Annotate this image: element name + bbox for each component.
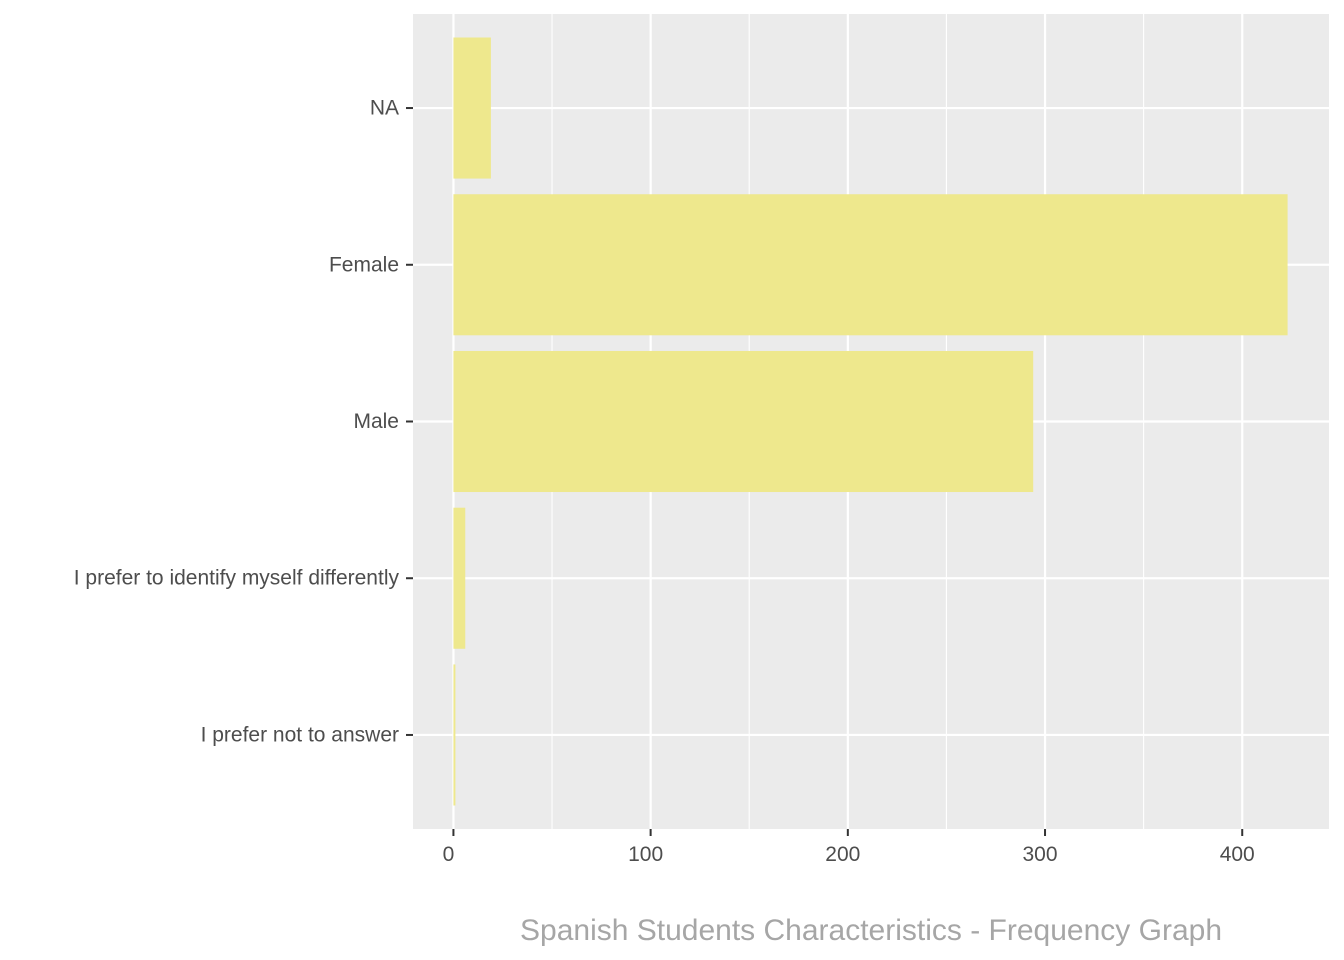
bar — [453, 664, 456, 806]
y-axis: I prefer not to answer I prefer to identi… — [74, 97, 413, 746]
y-tick-label: I prefer not to answer — [201, 723, 399, 746]
x-tick-label: 400 — [1220, 843, 1255, 866]
y-tick-label: Male — [353, 410, 399, 433]
bars — [453, 37, 1288, 806]
x-tick-label: 300 — [1023, 843, 1058, 866]
bar — [453, 37, 491, 179]
bar — [453, 507, 466, 649]
y-tick-label: NA — [370, 97, 399, 120]
y-tick-label: I prefer to identify myself differently — [74, 567, 400, 590]
x-tick-label: 0 — [443, 843, 455, 866]
y-tick-label: Female — [329, 253, 399, 276]
chart-caption: Spanish Students Characteristics - Frequ… — [520, 914, 1222, 947]
bar — [453, 350, 1034, 493]
bar — [453, 194, 1288, 336]
major-gridlines — [413, 14, 1329, 829]
x-tick-label: 200 — [825, 843, 860, 866]
x-tick-label: 100 — [628, 843, 663, 866]
x-axis: 0 100 200 300 400 — [443, 829, 1255, 866]
